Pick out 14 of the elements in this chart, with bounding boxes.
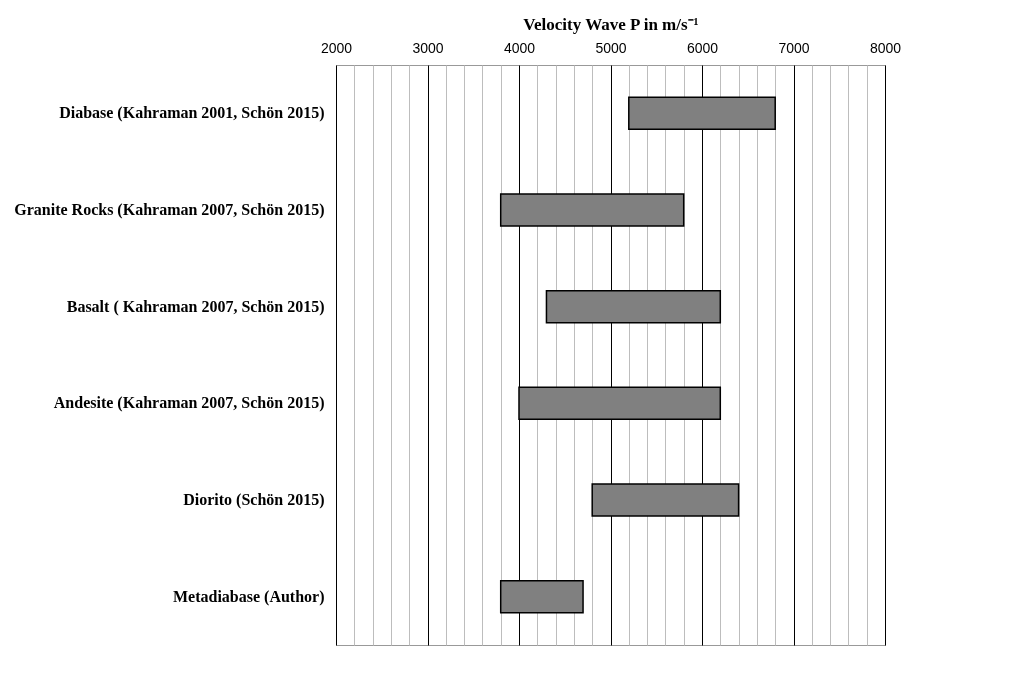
x-tick-label: 4000 <box>503 39 536 56</box>
x-tick-label: 6000 <box>686 39 719 56</box>
y-tick-label: Metadiabase (Author) <box>172 587 325 606</box>
y-tick-label: Andesite (Kahraman 2007, Schön 2015) <box>53 394 325 413</box>
x-tick-label: 7000 <box>778 39 810 56</box>
x-tick-label: 2000 <box>320 39 353 56</box>
x-tick-label: 3000 <box>412 39 444 56</box>
y-tick-label: Basalt ( Kahraman 2007, Schön 2015) <box>66 297 325 316</box>
y-tick-label: Diorito (Schön 2015) <box>183 491 325 509</box>
x-tick-label: 8000 <box>869 39 902 56</box>
x-axis-title: Velocity Wave P in m/s⁻¹ <box>523 14 699 34</box>
y-tick-label: Diabase (Kahraman 2001, Schön 2015) <box>59 104 325 123</box>
y-tick-label: Granite Rocks (Kahraman 2007, Schön 2015) <box>14 201 325 219</box>
x-tick-label: 5000 <box>595 39 627 56</box>
